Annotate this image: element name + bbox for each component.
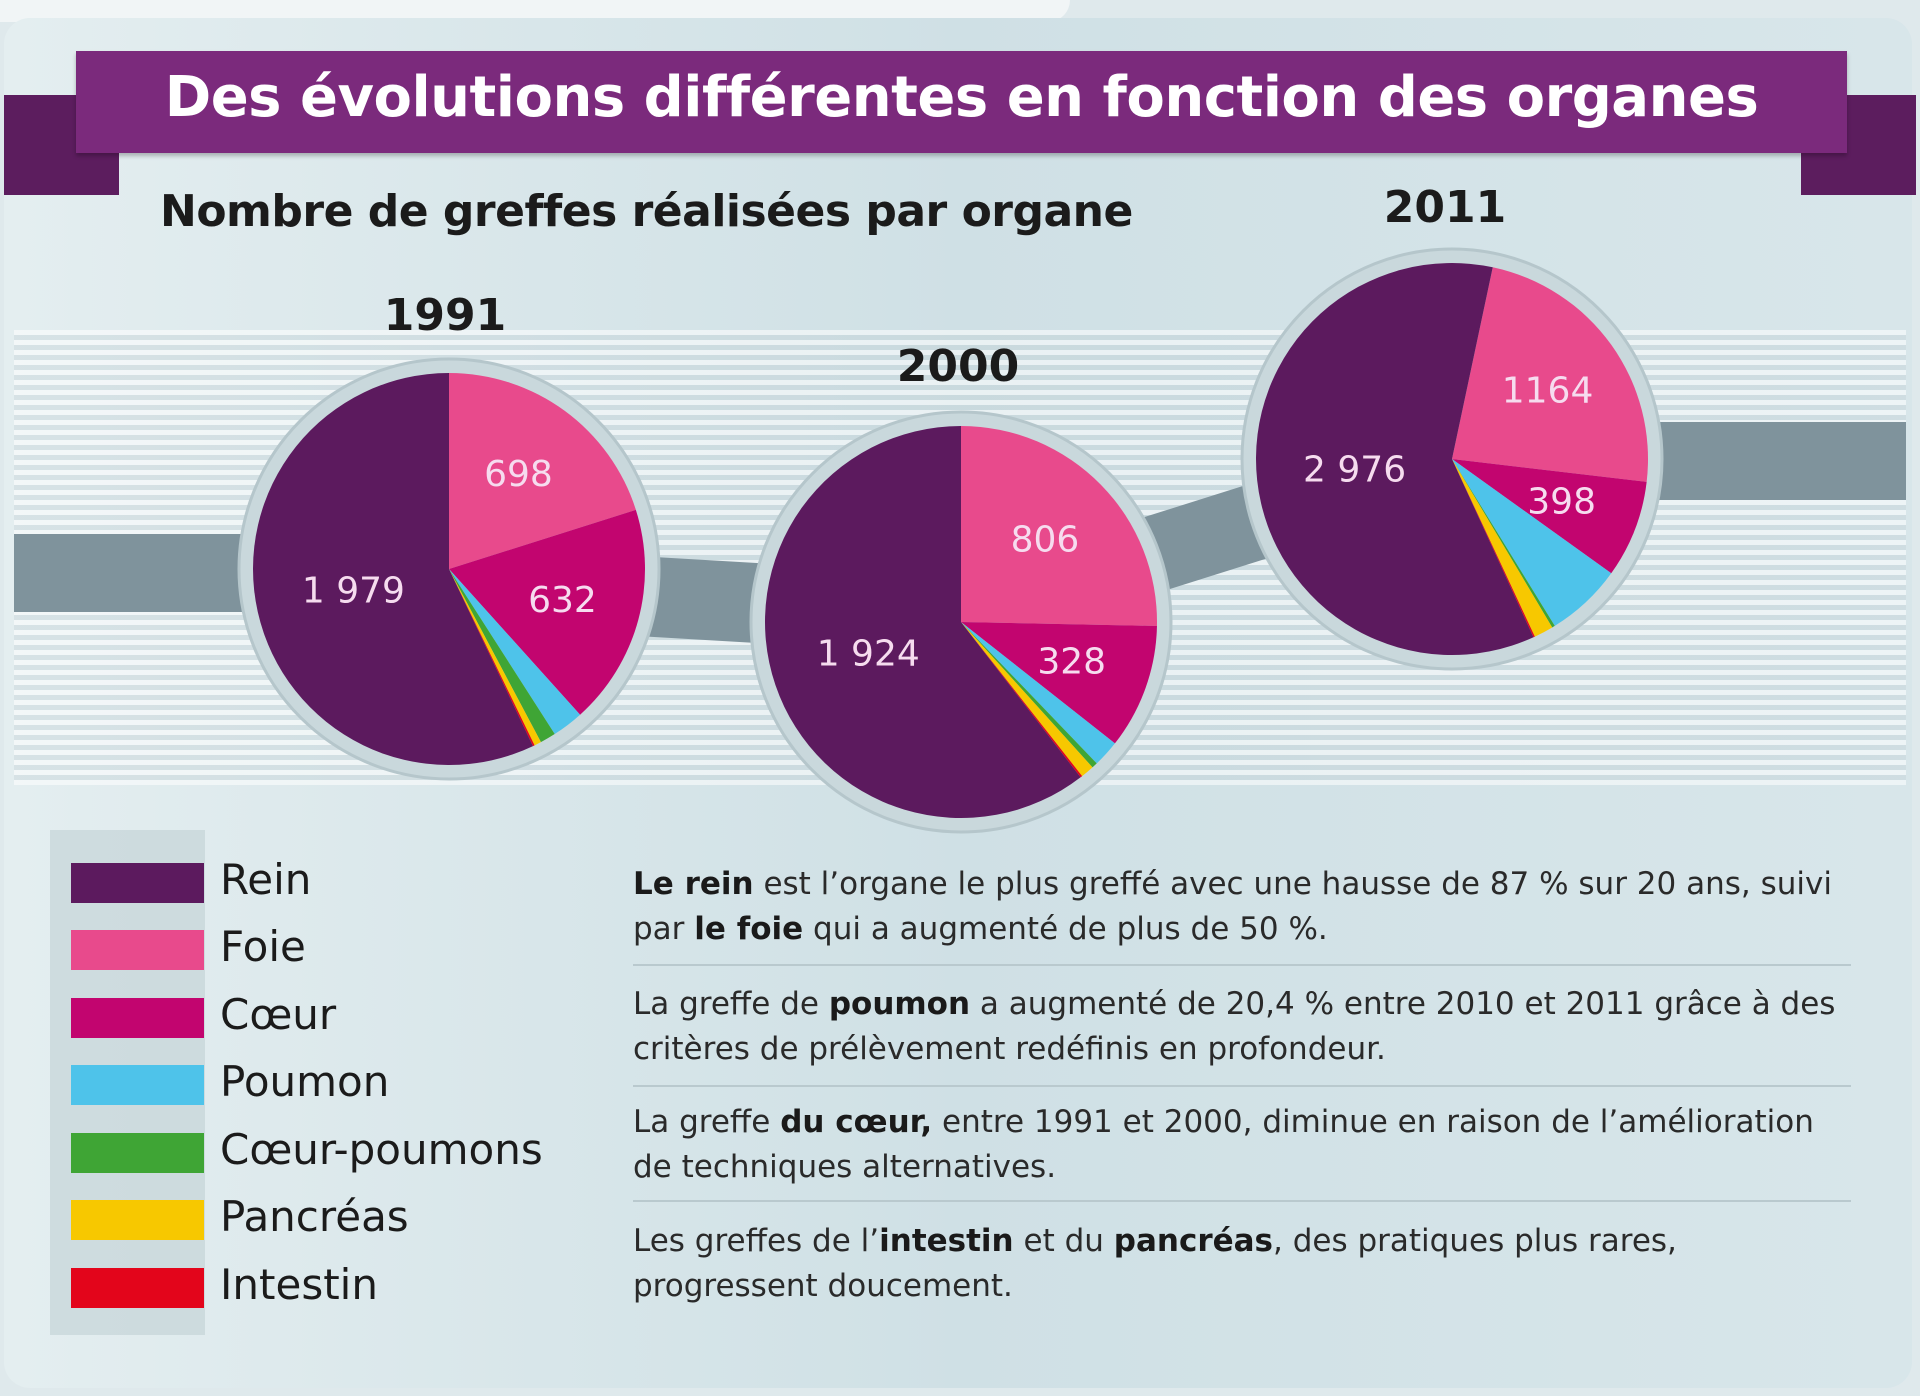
note-text: La greffe de bbox=[633, 986, 829, 1022]
pie-slice-2000-cœur bbox=[961, 622, 1157, 744]
year-label-2000: 2000 bbox=[896, 341, 1020, 392]
note-text: entre 1991 et 2000, diminue en raison de… bbox=[633, 1104, 1814, 1185]
pie-data-label: 806 bbox=[1011, 520, 1080, 561]
legend-label: Rein bbox=[220, 855, 312, 904]
legend-label: Poumon bbox=[220, 1057, 390, 1106]
pie-data-label: 632 bbox=[528, 580, 597, 621]
chart-subtitle: Nombre de greffes réalisées par organe bbox=[160, 186, 1133, 237]
pie-data-label: 398 bbox=[1527, 482, 1596, 523]
note-text: Les greffes de l’ bbox=[633, 1223, 880, 1259]
legend-label: Foie bbox=[220, 922, 306, 971]
note-text: qui a augmenté de plus de 50 %. bbox=[803, 911, 1328, 947]
pie-data-label: 328 bbox=[1037, 642, 1106, 683]
year-label-2011: 2011 bbox=[1383, 182, 1507, 233]
legend-swatch bbox=[71, 998, 204, 1038]
pie-slice-2000-cœur-poumons bbox=[961, 622, 1097, 768]
pie-slice-2000-intestin bbox=[961, 622, 1083, 778]
legend-label: Cœur bbox=[220, 990, 337, 1039]
pie-slice-2011-intestin bbox=[1452, 459, 1535, 638]
note-intestin-pancreas: Les greffes de l’intestin et du pancréas… bbox=[633, 1219, 1853, 1309]
legend-swatch bbox=[71, 863, 204, 903]
pie-slice-2011-foie bbox=[1452, 267, 1648, 482]
pie-slice-1991-cœur-poumons bbox=[449, 569, 555, 743]
note-emphasis: Le rein bbox=[633, 866, 754, 902]
pie-data-label: 1 924 bbox=[817, 634, 920, 675]
pie-slice-2000-pancréas bbox=[961, 622, 1093, 777]
pie-slice-2011-rein bbox=[1256, 263, 1534, 656]
pie-slice-2011-pancréas bbox=[1452, 459, 1553, 637]
pie-slice-1991-rein bbox=[253, 373, 533, 766]
note-text: est l’organe le plus greffé avec une hau… bbox=[633, 866, 1832, 947]
note-emphasis: du cœur, bbox=[780, 1104, 933, 1140]
top-tab bbox=[0, 0, 1070, 22]
pie-slice-2000-rein bbox=[765, 426, 1081, 818]
pie-slice-1991-pancréas bbox=[449, 569, 541, 746]
legend-swatch bbox=[71, 1200, 204, 1240]
pie-slice-1991-cœur bbox=[449, 509, 645, 715]
note-poumon: La greffe de poumon a augmenté de 20,4 %… bbox=[633, 982, 1853, 1072]
note-emphasis: pancréas bbox=[1113, 1223, 1274, 1259]
pie-slice-2000-poumon bbox=[961, 622, 1115, 764]
pie-slice-1991-foie bbox=[449, 372, 636, 569]
page-title: Des évolutions différentes en fonction d… bbox=[164, 65, 1759, 130]
legend-label: Pancréas bbox=[220, 1192, 409, 1241]
pie-slice-1991-intestin bbox=[449, 569, 535, 747]
divider bbox=[633, 964, 1851, 966]
pie-data-label: 698 bbox=[484, 454, 553, 495]
legend-swatch bbox=[71, 1268, 204, 1308]
pie-data-label: 1 979 bbox=[302, 571, 405, 612]
note-text: La greffe bbox=[633, 1104, 781, 1140]
year-label-1991: 1991 bbox=[383, 290, 507, 341]
divider bbox=[633, 1085, 1851, 1087]
divider bbox=[633, 1200, 1851, 1202]
note-emphasis: poumon bbox=[828, 986, 971, 1022]
legend-label: Intestin bbox=[220, 1260, 378, 1309]
note-emphasis: intestin bbox=[879, 1223, 1014, 1259]
pie-slice-2011-cœur-poumons bbox=[1452, 459, 1555, 628]
pie-slice-1991-poumon bbox=[449, 569, 581, 735]
title-banner: Des évolutions différentes en fonction d… bbox=[76, 51, 1847, 153]
legend-swatch bbox=[71, 1133, 204, 1173]
pie-slice-2011-cœur bbox=[1452, 459, 1647, 574]
legend-label: Cœur-poumons bbox=[220, 1125, 543, 1174]
pie-data-label: 1164 bbox=[1502, 370, 1594, 411]
note-text: , des pratiques plus rares, progressent … bbox=[633, 1223, 1677, 1304]
note-text: et du bbox=[1013, 1223, 1114, 1259]
note-text: a augmenté de 20,4 % entre 2010 et 2011 … bbox=[633, 986, 1836, 1067]
note-rein-foie: Le rein est l’organe le plus greffé avec… bbox=[633, 862, 1853, 952]
pie-slice-2011-poumon bbox=[1452, 459, 1612, 626]
note-emphasis: le foie bbox=[694, 911, 804, 947]
pie-data-label: 2 976 bbox=[1303, 450, 1406, 491]
legend-swatch bbox=[71, 930, 204, 970]
note-coeur: La greffe du cœur, entre 1991 et 2000, d… bbox=[633, 1100, 1853, 1190]
pie-slice-2000-foie bbox=[961, 426, 1157, 626]
legend-swatch bbox=[71, 1065, 204, 1105]
